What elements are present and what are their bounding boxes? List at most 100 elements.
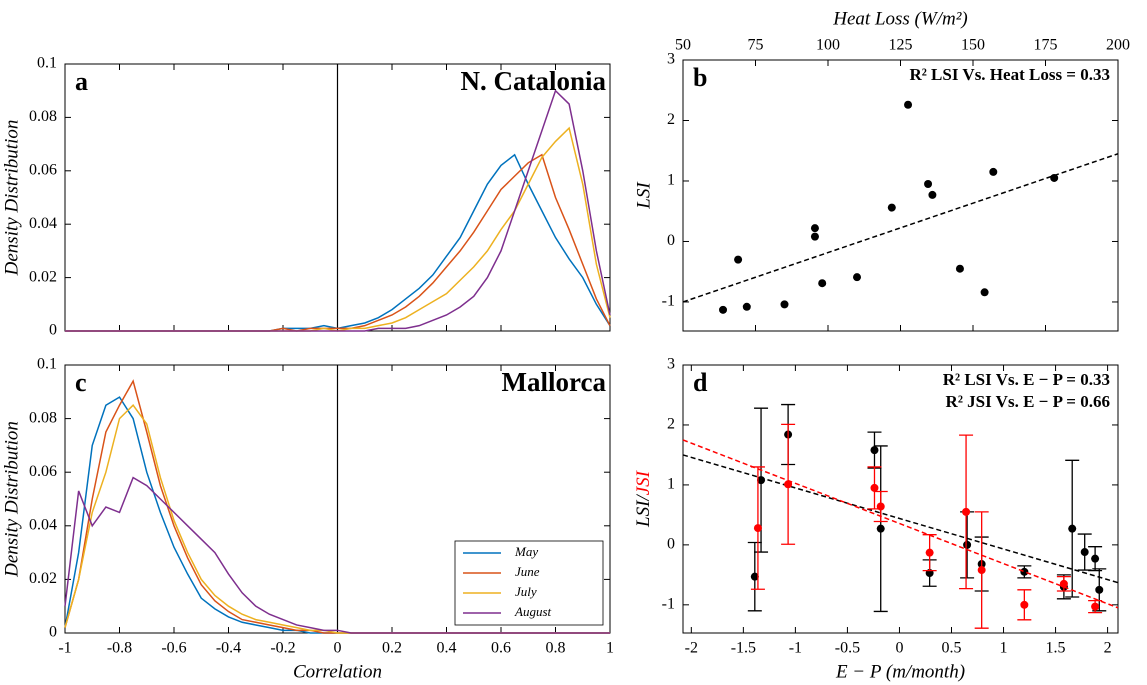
legend-box xyxy=(454,540,604,626)
x-tick-label: 1 xyxy=(1000,640,1008,657)
y-axis-label: LSI/JSI xyxy=(633,469,654,528)
x-tick-label: 0.4 xyxy=(437,640,457,657)
x-tick-label: -1 xyxy=(58,640,71,657)
x-tick-label: -0.4 xyxy=(216,640,241,657)
point xyxy=(853,273,861,282)
y-tick-label: 0 xyxy=(49,624,57,641)
point xyxy=(1091,554,1100,563)
panel-label: d xyxy=(693,368,708,397)
density-line xyxy=(64,476,610,634)
y-tick-label: 0.04 xyxy=(29,516,57,533)
y-axis-label-part: JSI xyxy=(633,469,654,495)
x-tick-label: 1.5 xyxy=(1046,640,1066,657)
x-tick-label: 2 xyxy=(1104,640,1112,657)
x-tick-label: 200 xyxy=(1106,37,1130,54)
point xyxy=(734,255,743,264)
point xyxy=(887,203,896,212)
y-tick-label: -1 xyxy=(662,293,675,310)
point xyxy=(980,288,989,297)
y-tick-label: 0 xyxy=(667,232,675,249)
point xyxy=(719,305,728,314)
legend-label: June xyxy=(515,564,540,579)
x-tick-label: 0.5 xyxy=(941,640,961,657)
point xyxy=(870,446,879,455)
y-tick-label: 0.1 xyxy=(37,55,57,72)
point xyxy=(1020,600,1029,609)
point xyxy=(757,476,766,485)
x-tick-label: 0.8 xyxy=(546,640,566,657)
plot-area xyxy=(682,59,1119,332)
point xyxy=(876,502,885,511)
point xyxy=(1080,548,1089,557)
x-tick-label: 75 xyxy=(748,37,764,54)
y-tick-label: 0.02 xyxy=(29,268,57,285)
point xyxy=(1059,579,1068,588)
point xyxy=(962,507,971,516)
x-tick-label: 0.6 xyxy=(491,640,511,657)
x-tick-label: -2 xyxy=(685,640,698,657)
panel-title: Mallorca xyxy=(502,367,607,397)
x-axis-label: Correlation xyxy=(293,661,382,682)
x-tick-label: 125 xyxy=(889,37,913,54)
trend-line xyxy=(682,454,1119,584)
x-tick-label: -1.5 xyxy=(731,640,756,657)
point xyxy=(818,279,827,288)
x-tick-label: -1 xyxy=(789,640,802,657)
x-axis-label: E − P (m/month) xyxy=(835,661,965,682)
legend-label: July xyxy=(515,584,537,599)
y-tick-label: 2 xyxy=(667,416,675,433)
panel-label: a xyxy=(75,67,88,96)
y-tick-label: 0.08 xyxy=(29,108,57,125)
x-tick-label: 0.2 xyxy=(382,640,402,657)
point xyxy=(810,224,819,233)
y-tick-label: 2 xyxy=(667,111,675,128)
x-tick-label: 50 xyxy=(675,37,691,54)
point xyxy=(989,167,998,176)
panel-label: b xyxy=(693,63,707,92)
point xyxy=(925,548,934,557)
x-tick-label: -0.6 xyxy=(161,640,186,657)
y-tick-label: -1 xyxy=(662,595,675,612)
point xyxy=(742,302,751,311)
y-tick-label: 0.06 xyxy=(29,161,57,178)
point xyxy=(1050,173,1059,182)
density-line xyxy=(65,89,611,332)
y-tick-label: 0.06 xyxy=(29,463,57,480)
x-tick-label: 100 xyxy=(816,37,840,54)
annotation: R² JSI Vs. E − P = 0.66 xyxy=(946,392,1110,411)
annotation: R² LSI Vs. Heat Loss = 0.33 xyxy=(909,65,1110,84)
x-tick-label: 0 xyxy=(334,640,342,657)
y-tick-label: 3 xyxy=(667,356,675,373)
annotation: R² LSI Vs. E − P = 0.33 xyxy=(943,370,1110,389)
point xyxy=(1091,602,1100,611)
x-axis-label: Heat Loss (W/m²) xyxy=(832,8,967,29)
x-tick-label: -0.2 xyxy=(270,640,295,657)
y-tick-label: 0.02 xyxy=(29,570,57,587)
x-tick-label: 150 xyxy=(961,37,985,54)
panel-title: N. Catalonia xyxy=(460,66,606,96)
x-tick-label: -0.5 xyxy=(835,640,860,657)
x-tick-label: 1 xyxy=(606,640,614,657)
legend-label: August xyxy=(514,604,552,619)
y-tick-label: 0.1 xyxy=(37,356,57,373)
point xyxy=(1095,585,1104,594)
y-tick-label: 0.04 xyxy=(29,215,57,232)
point xyxy=(780,300,789,309)
panel-label: c xyxy=(75,368,87,397)
point xyxy=(753,524,762,533)
x-tick-label: -0.8 xyxy=(107,640,132,657)
trend-line xyxy=(682,153,1119,303)
point xyxy=(750,572,759,581)
point xyxy=(1068,524,1077,533)
y-tick-label: 0 xyxy=(49,322,57,339)
point xyxy=(904,100,913,109)
point xyxy=(810,232,819,241)
y-axis-label-part: LSI/ xyxy=(633,494,654,528)
point xyxy=(977,566,986,575)
point xyxy=(1020,567,1029,576)
point xyxy=(955,264,964,273)
x-tick-label: 175 xyxy=(1034,37,1058,54)
legend-label: May xyxy=(514,544,538,559)
point xyxy=(784,480,793,489)
